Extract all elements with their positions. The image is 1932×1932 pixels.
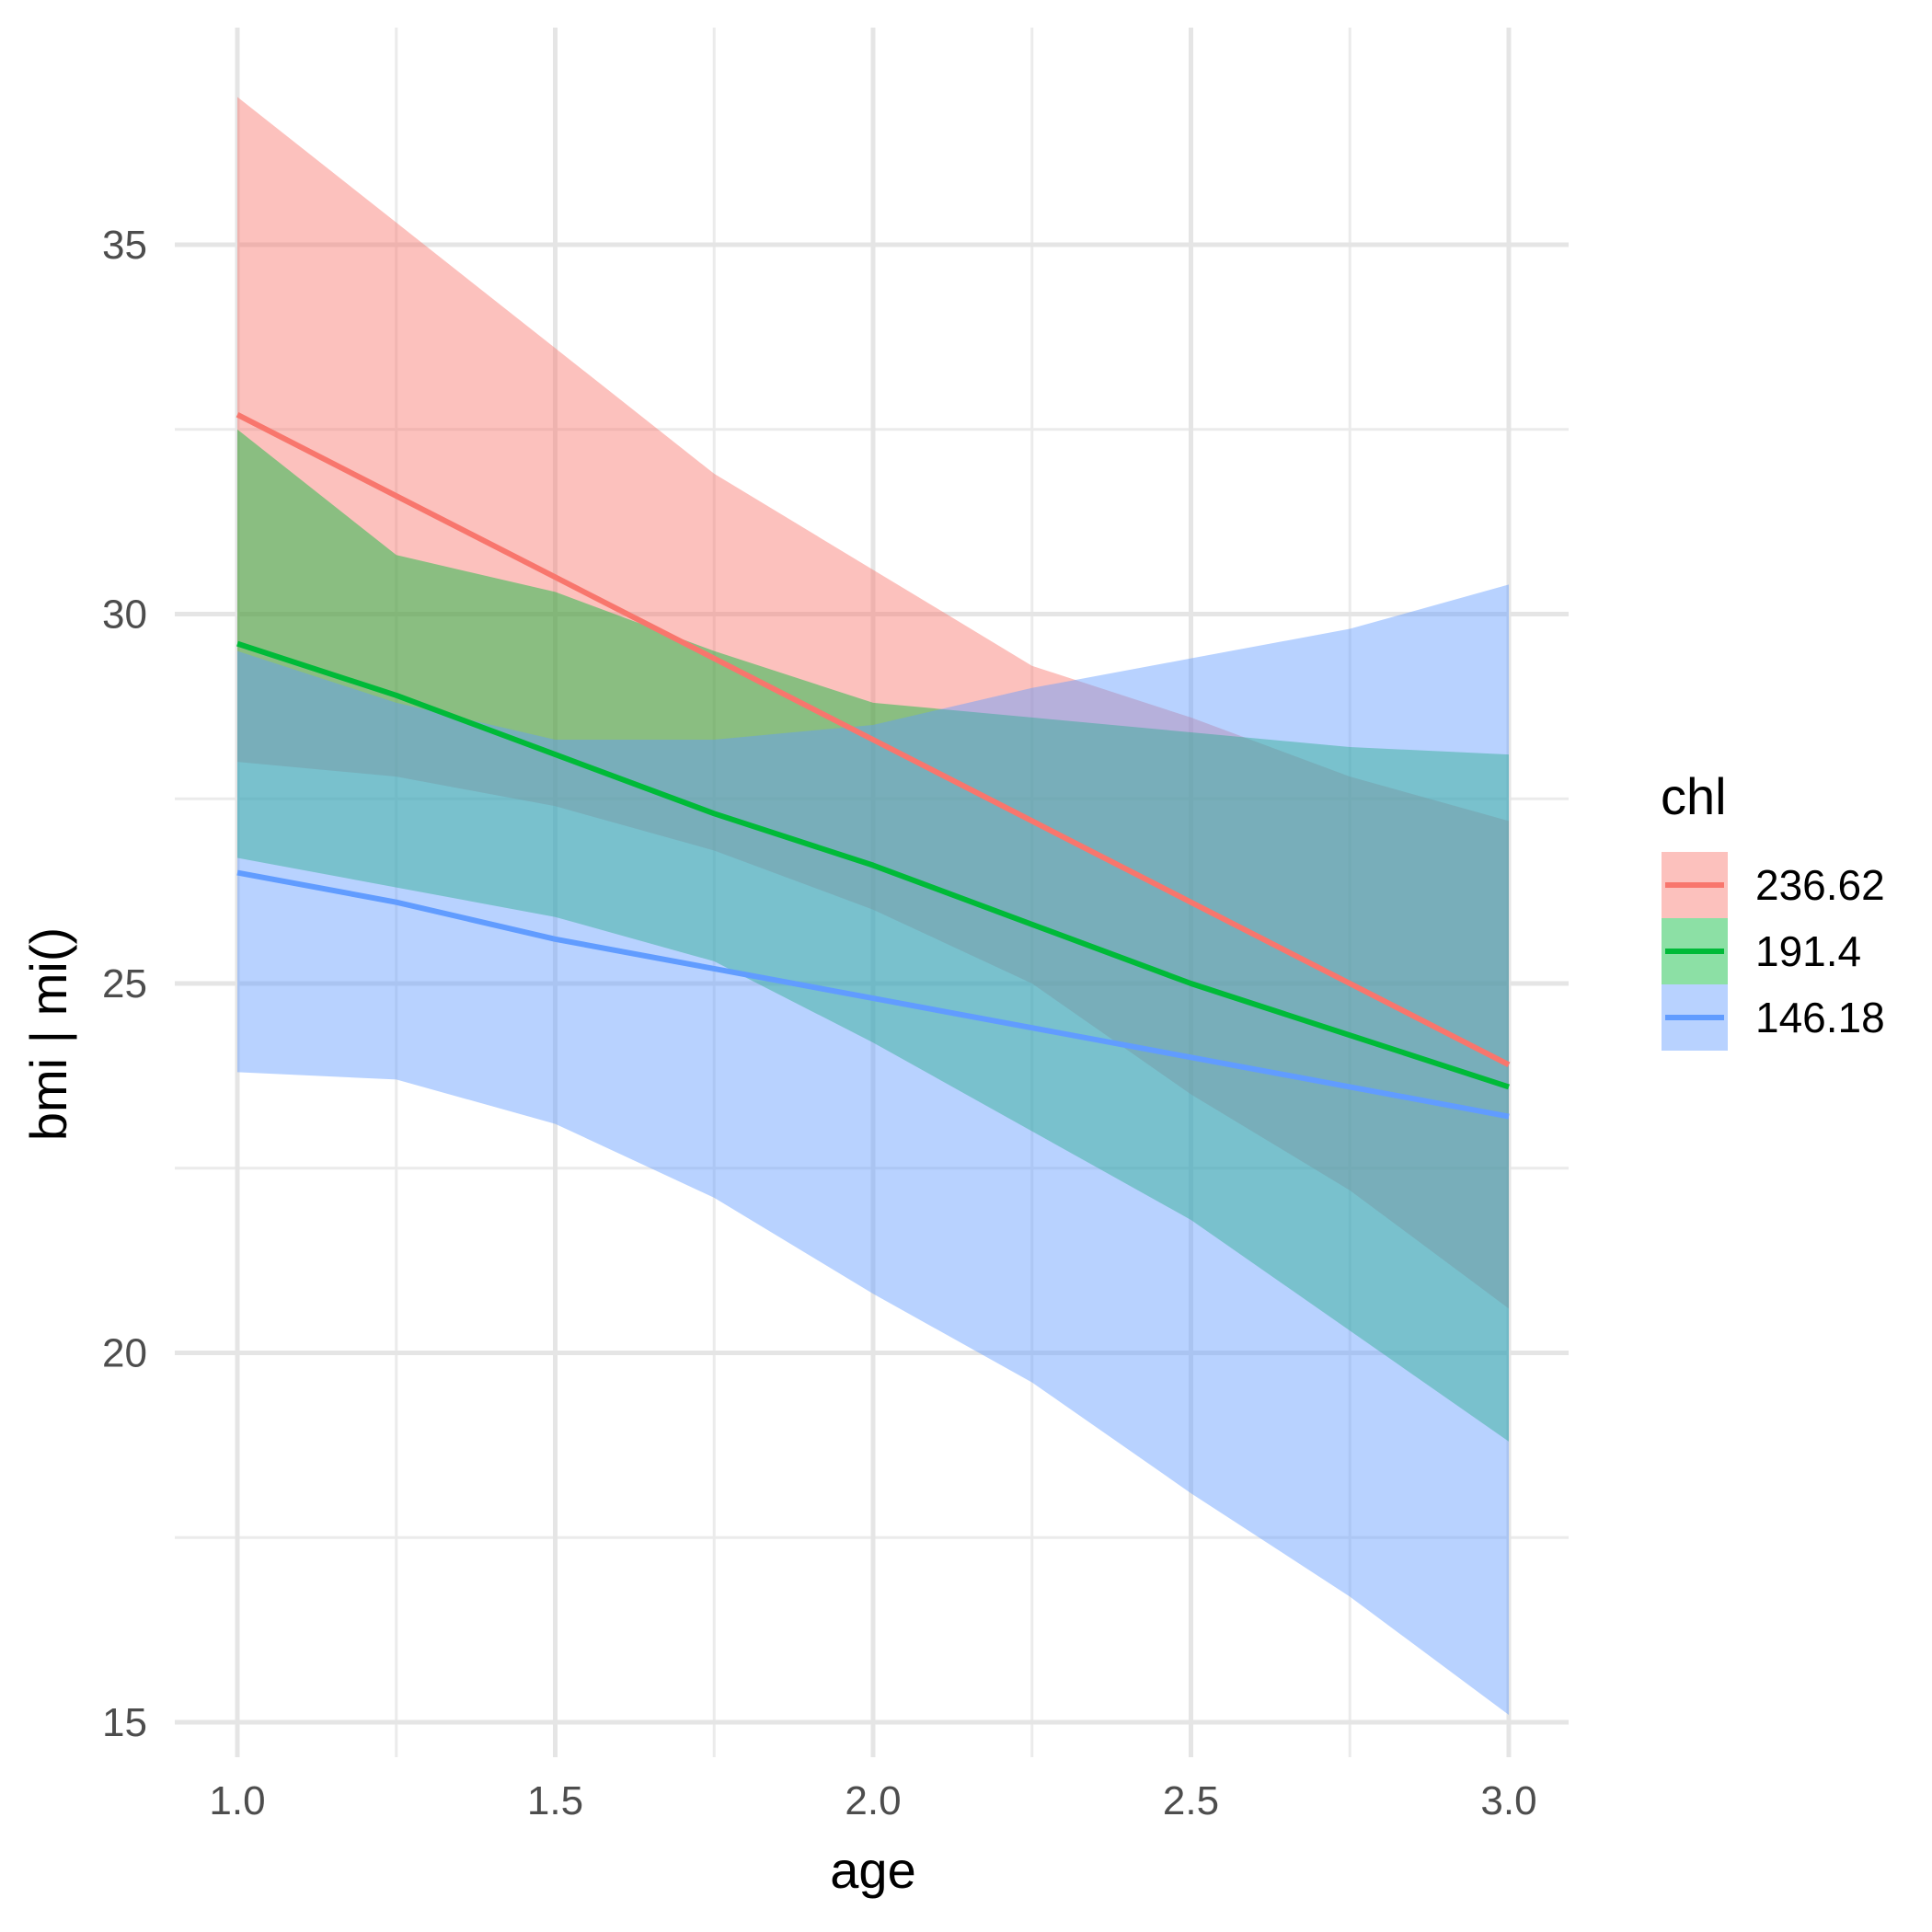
legend-label-146.18: 146.18 — [1755, 994, 1885, 1041]
y-tick-label: 30 — [102, 592, 147, 638]
x-tick-label: 2.0 — [845, 1778, 901, 1823]
line-146.18 — [236, 869, 1510, 1120]
line-236.62 — [236, 412, 1511, 1068]
legend-label-236.62: 236.62 — [1755, 861, 1885, 909]
x-axis-title: age — [830, 1841, 915, 1899]
confidence-ribbons — [237, 97, 1509, 1715]
ribbon-191.4 — [237, 429, 1509, 1442]
x-tick-label: 3.0 — [1480, 1778, 1536, 1823]
legend-label-191.4: 191.4 — [1755, 927, 1861, 975]
y-axis-title: bmi | mi() — [19, 927, 77, 1141]
legend: chl 236.62 191.4 146.18 — [1661, 767, 1885, 1051]
ribbon-146.18 — [237, 584, 1509, 1715]
y-tick-label: 25 — [102, 961, 147, 1006]
series-lines — [236, 412, 1511, 1120]
x-tick-label: 2.5 — [1163, 1778, 1219, 1823]
legend-title: chl — [1661, 767, 1727, 825]
grid — [175, 28, 1569, 1757]
line-191.4 — [236, 640, 1510, 1090]
y-axis-ticks: 15 20 25 30 35 — [102, 223, 147, 1745]
y-tick-label: 15 — [102, 1700, 147, 1745]
y-tick-label: 35 — [102, 223, 147, 268]
x-tick-label: 1.0 — [209, 1778, 265, 1823]
x-axis-ticks: 1.0 1.5 2.0 2.5 3.0 — [209, 1778, 1536, 1823]
y-tick-label: 20 — [102, 1331, 147, 1376]
ribbon-236.62 — [237, 97, 1509, 1309]
x-tick-label: 1.5 — [527, 1778, 583, 1823]
